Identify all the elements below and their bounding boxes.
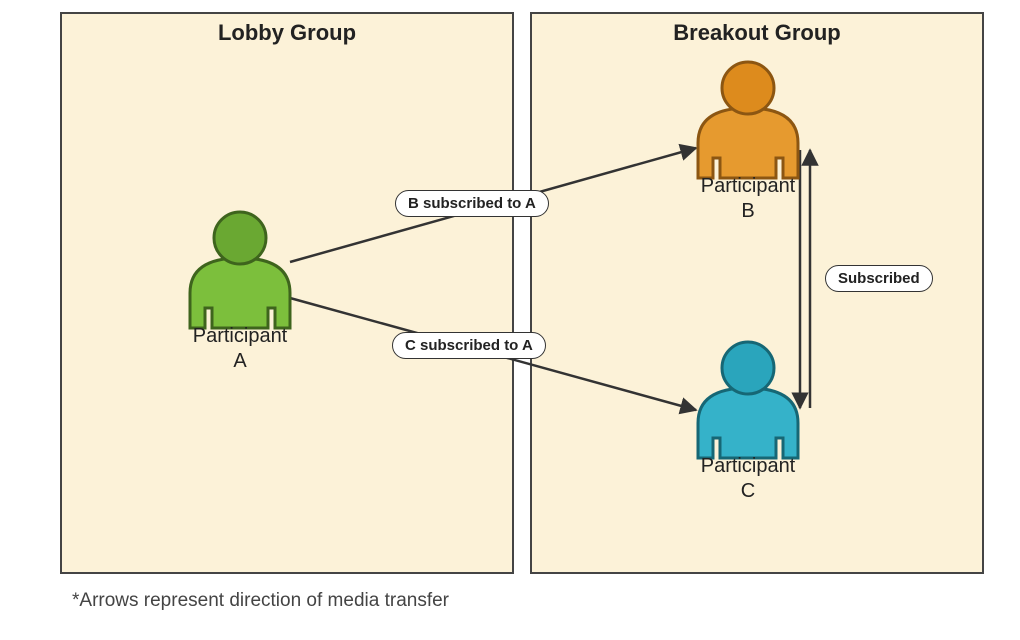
participant-b-name1: Participant	[701, 175, 796, 197]
edge-label-b-sub-a: B subscribed to A	[395, 190, 549, 217]
participant-b-label: Participant B	[688, 174, 808, 224]
lobby-group-title: Lobby Group	[62, 20, 512, 46]
diagram-canvas: Lobby Group Breakout Group	[0, 0, 1020, 640]
participant-c-name1: Participant	[701, 455, 796, 477]
lobby-group-panel: Lobby Group	[60, 12, 514, 574]
breakout-group-title: Breakout Group	[532, 20, 982, 46]
edge-label-subscribed: Subscribed	[825, 265, 933, 292]
participant-b-name2: B	[741, 200, 754, 222]
participant-c-name2: C	[741, 480, 755, 502]
edge-label-c-sub-a: C subscribed to A	[392, 332, 546, 359]
participant-c-label: Participant C	[688, 454, 808, 504]
participant-a-name1: Participant	[193, 325, 288, 347]
participant-a-name2: A	[233, 350, 246, 372]
participant-a-label: Participant A	[180, 324, 300, 374]
footnote-text: *Arrows represent direction of media tra…	[72, 590, 449, 612]
